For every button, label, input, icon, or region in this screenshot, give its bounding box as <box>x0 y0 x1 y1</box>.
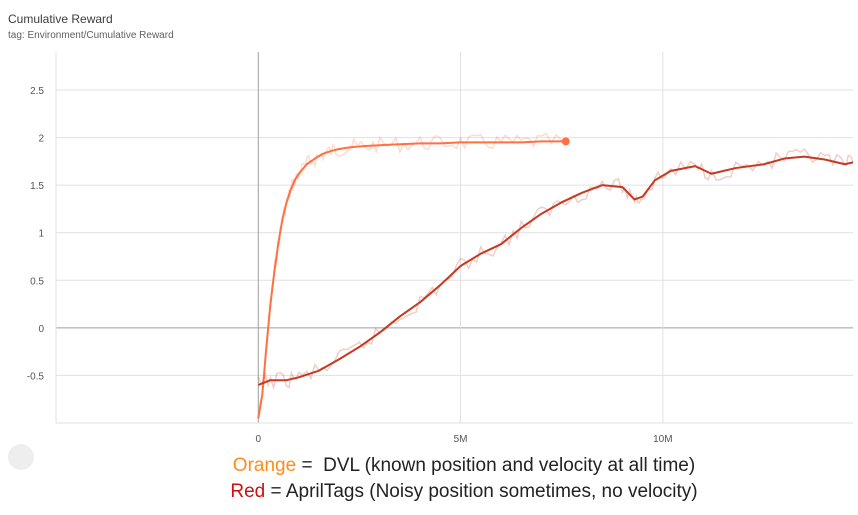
legend-red: Red = AprilTags (Noisy position sometime… <box>0 481 858 503</box>
chart-card-tag: tag: Environment/Cumulative Reward <box>8 30 174 41</box>
line-chart: -0.5 0 0.5 1 1.5 2 2.5 0 5M 10M <box>27 52 854 445</box>
chart-card-title: Cumulative Reward <box>8 12 113 26</box>
series-line-orange <box>257 140 566 419</box>
y-tick-label: 0.5 <box>30 276 44 287</box>
series-raw-line-orange <box>257 132 566 419</box>
series-end-marker-orange <box>561 137 570 146</box>
y-tick-label: 1 <box>38 229 44 240</box>
y-tick-label: 0 <box>38 324 44 335</box>
y-tick-label: 2 <box>38 134 44 145</box>
x-tick-label: 5M <box>454 434 468 445</box>
x-tick-label: 0 <box>256 434 262 445</box>
legend-orange-word: Orange <box>232 455 297 476</box>
y-tick-label: 1.5 <box>30 181 44 192</box>
expand-button[interactable] <box>8 444 34 470</box>
x-tick-label: 10M <box>653 434 672 445</box>
y-tick-label: 2.5 <box>30 86 44 97</box>
legend-orange-text: = DVL (known position and velocity at al… <box>296 455 696 476</box>
legend-red-word: Red <box>230 481 266 502</box>
y-tick-label: -0.5 <box>27 371 45 382</box>
legend-red-text: = AprilTags (Noisy position sometimes, n… <box>265 481 698 502</box>
legend-orange: Orange = DVL (known position and velocit… <box>0 455 858 477</box>
series-line-red <box>257 155 854 386</box>
